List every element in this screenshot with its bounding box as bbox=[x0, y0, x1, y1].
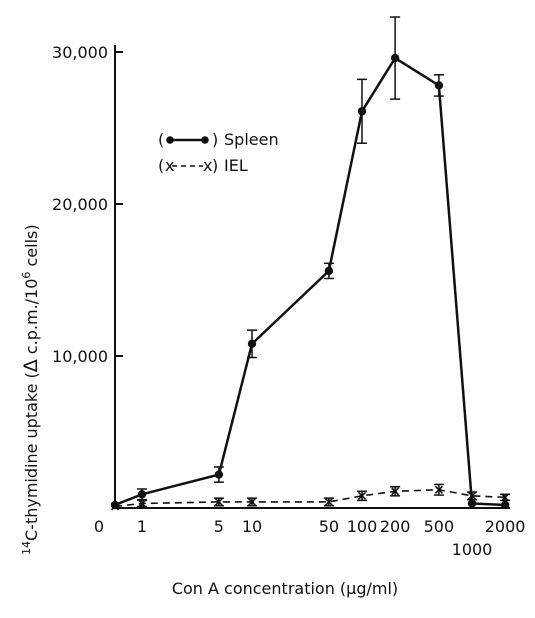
data-point bbox=[434, 81, 444, 90]
y-axis-title-unit: c.p.m./10 bbox=[22, 279, 41, 360]
y-axis-title-tail: cells) bbox=[22, 224, 41, 271]
data-point bbox=[500, 500, 510, 510]
y-tick-label: 10,000 bbox=[52, 347, 108, 366]
y-tick-label: 20,000 bbox=[52, 195, 108, 214]
data-point bbox=[137, 490, 147, 499]
series-iel bbox=[110, 483, 511, 511]
x-tick-label: 2000 bbox=[485, 517, 526, 536]
legend-marker: x bbox=[165, 156, 174, 175]
x-tick-label: 200 bbox=[380, 517, 411, 536]
legend-paren-close: ) bbox=[212, 156, 218, 175]
legend-item-spleen: () Spleen bbox=[158, 130, 279, 149]
y-axis-title-delta: Δ bbox=[20, 359, 42, 372]
x-axis-title: Con A concentration (μg/ml) bbox=[172, 579, 398, 598]
x-tick-label: 0 bbox=[94, 517, 104, 536]
data-point bbox=[357, 491, 367, 500]
x-tick-label: 50 bbox=[319, 517, 339, 536]
data-point bbox=[390, 53, 400, 63]
x-tick-label: 500 bbox=[424, 517, 455, 536]
data-point bbox=[247, 497, 257, 506]
x-tick-label: 5 bbox=[214, 517, 224, 536]
data-point bbox=[357, 107, 367, 116]
legend-paren-open: ( bbox=[158, 130, 164, 149]
data-point bbox=[110, 502, 120, 511]
series-layer bbox=[110, 16, 511, 511]
series-line bbox=[114, 56, 506, 507]
legend-label: IEL bbox=[224, 156, 248, 175]
x-tick-label: 100 bbox=[347, 517, 378, 536]
y-axis-title-sup-exp: 6 bbox=[20, 272, 33, 279]
x-tick-label: 10 bbox=[242, 517, 262, 536]
data-point bbox=[467, 491, 477, 500]
data-point bbox=[434, 485, 443, 494]
legend-marker bbox=[201, 136, 209, 144]
y-tick-label: 30,000 bbox=[52, 43, 108, 62]
data-point bbox=[137, 499, 147, 508]
legend-label: Spleen bbox=[224, 130, 279, 149]
legend: () Spleen(x x) IEL bbox=[158, 130, 279, 175]
legend-marker bbox=[166, 136, 174, 144]
x-tick-label: 1000 bbox=[452, 540, 493, 559]
data-point bbox=[247, 339, 257, 349]
legend-paren-close: ) bbox=[212, 130, 218, 149]
y-axis-title: 14C-thymidine uptake (Δ c.p.m./106 cells… bbox=[20, 224, 42, 555]
legend-item-iel: (x x) IEL bbox=[158, 156, 248, 175]
data-point bbox=[467, 499, 477, 508]
data-point bbox=[110, 500, 120, 510]
series-spleen bbox=[110, 16, 510, 510]
axis-titles: Con A concentration (μg/ml) 14C-thymidine… bbox=[20, 224, 398, 598]
y-axis-title-main: C-thymidine uptake ( bbox=[22, 372, 41, 541]
x-tick-label: 1 bbox=[137, 517, 147, 536]
series-line bbox=[114, 488, 506, 508]
data-point bbox=[391, 487, 400, 496]
data-point bbox=[324, 266, 334, 276]
data-point bbox=[214, 497, 223, 506]
data-point bbox=[501, 493, 510, 502]
y-axis-title-sup-mass: 14 bbox=[20, 541, 33, 555]
data-point bbox=[214, 470, 224, 479]
legend-paren-open: ( bbox=[158, 156, 164, 175]
axes: 10,000 20,000 30,000 0 1 5 10 50 100 200 500 1000 20… bbox=[52, 43, 525, 559]
data-point bbox=[324, 497, 333, 506]
legend-marker: x bbox=[203, 156, 212, 175]
